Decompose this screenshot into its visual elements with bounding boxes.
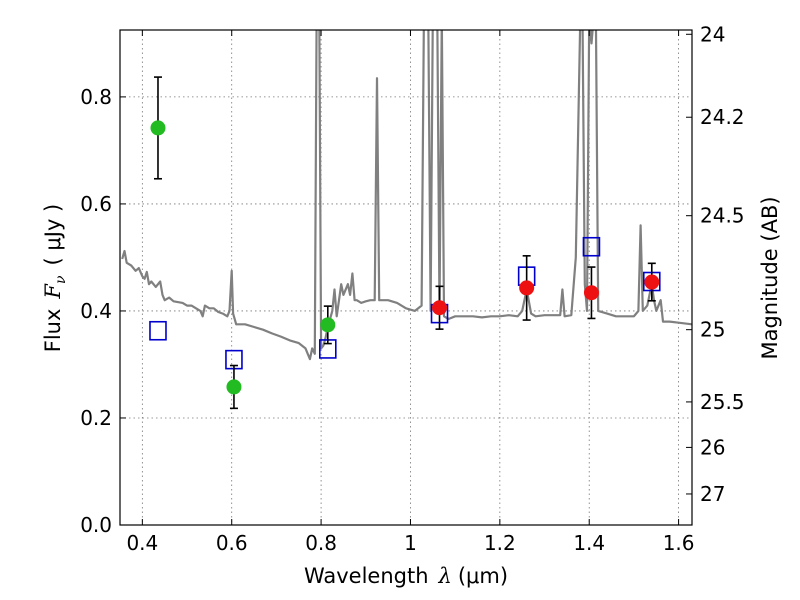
y-tick-label-2: 0.4 bbox=[80, 299, 112, 323]
plot-frame bbox=[119, 29, 693, 526]
green-point-1 bbox=[226, 379, 242, 395]
mag-tick-label-3: 25 bbox=[700, 318, 725, 342]
y-label-unit: ( μJy ) bbox=[41, 204, 65, 266]
mag-tick-label-4: 25.5 bbox=[700, 390, 745, 414]
red-point-1 bbox=[519, 280, 535, 296]
mag-tick-label-0: 24 bbox=[700, 22, 725, 46]
green-point-0 bbox=[150, 120, 166, 136]
red-point-2 bbox=[583, 285, 599, 301]
green-point-2 bbox=[320, 317, 336, 333]
mag-tick-label-6: 27 bbox=[700, 482, 725, 506]
y-tick-label-4: 0.8 bbox=[80, 85, 112, 109]
axis-ticks: 0.4 0.6 0.8 1 1.2 1.4 1.6 0.0 0.2 0.4 0.6 0.8 24 24.2… bbox=[80, 22, 744, 555]
spectrum-line bbox=[121, 30, 692, 361]
y-tick-label-1: 0.2 bbox=[80, 406, 112, 430]
x-tick-label-6: 1.6 bbox=[663, 531, 695, 555]
x-axis-label: Wavelength λ (μm) bbox=[304, 564, 508, 588]
observed-points bbox=[150, 120, 660, 395]
x-tick-label-1: 0.6 bbox=[216, 531, 248, 555]
mag-tick-label-1: 24.2 bbox=[700, 105, 745, 129]
x-tick-label-2: 0.8 bbox=[305, 531, 337, 555]
red-point-3 bbox=[644, 274, 660, 290]
x-tick-label-3: 1 bbox=[404, 531, 417, 555]
y-tick-label-3: 0.6 bbox=[80, 192, 112, 216]
y-label-symbol: F bbox=[41, 283, 65, 300]
y-axis-right-label: Magnitude (AB) bbox=[758, 196, 782, 359]
x-label-unit: (μm) bbox=[458, 564, 508, 588]
y-tick-label-0: 0.0 bbox=[80, 513, 112, 537]
x-tick-label-4: 1.2 bbox=[484, 531, 516, 555]
y-label-subscript: ν bbox=[53, 275, 69, 284]
y-axis-left-label: Flux Fν ( μJy ) bbox=[41, 204, 69, 352]
mag-tick-label-5: 26 bbox=[700, 435, 725, 459]
x-tick-label-0: 0.4 bbox=[126, 531, 158, 555]
x-label-symbol: λ bbox=[438, 564, 452, 588]
x-tick-label-5: 1.4 bbox=[573, 531, 605, 555]
y-label-prefix: Flux bbox=[41, 309, 65, 353]
model-square-0 bbox=[149, 320, 167, 341]
model-square-5 bbox=[582, 236, 601, 257]
model-spectrum bbox=[121, 30, 692, 361]
mag-tick-label-2: 24.5 bbox=[700, 204, 745, 228]
x-label-prefix: Wavelength bbox=[304, 564, 429, 588]
red-point-0 bbox=[432, 300, 448, 316]
